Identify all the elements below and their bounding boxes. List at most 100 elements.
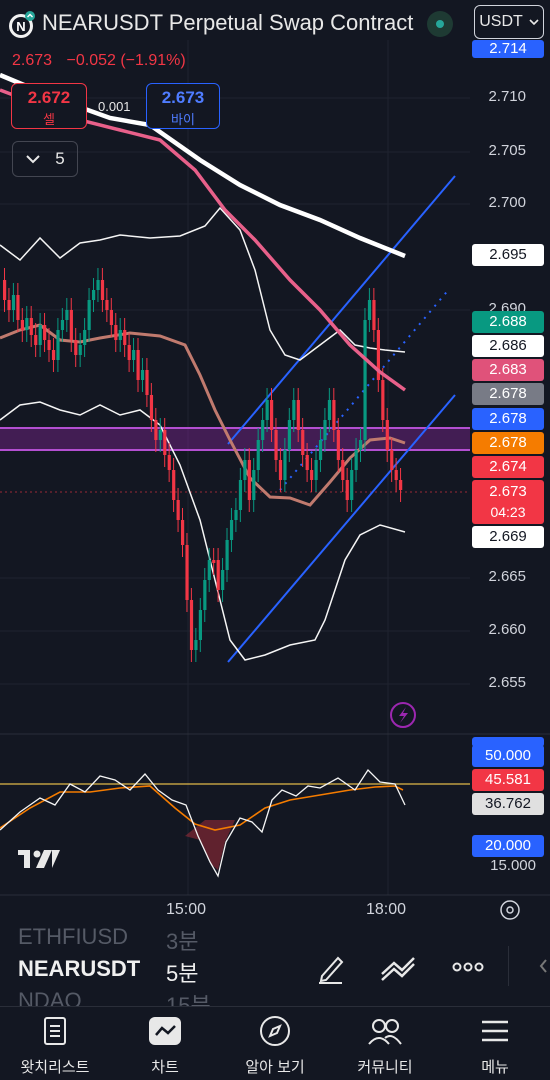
picker-interval: 15분 [166, 993, 211, 1006]
nav-chart[interactable]: 차트 [110, 1012, 220, 1077]
price-change-line: 2.673 −0.052 (−1.91%) [12, 52, 186, 70]
nav-explore[interactable]: 알아 보기 [220, 1012, 330, 1077]
price-chart[interactable] [0, 40, 550, 940]
candle-body [359, 440, 363, 450]
candle-body [11, 295, 16, 310]
candle-body [65, 310, 69, 320]
symbol-title[interactable]: NEARUSDT Perpetual Swap Contract [42, 10, 414, 35]
candle-body [109, 310, 113, 325]
candle-body [207, 560, 211, 580]
candle-body [203, 580, 207, 610]
candle-body [176, 500, 180, 520]
current-price: 2.673 [489, 483, 527, 500]
candle-body [163, 430, 167, 455]
price-tag: 2.674 [472, 456, 544, 478]
buy-label: 바이 [171, 112, 195, 127]
axis-tick: 2.700 [488, 194, 526, 211]
candle-body [394, 470, 398, 480]
candle-body [189, 600, 194, 650]
nav-label: 메뉴 [481, 1059, 509, 1076]
candle-body [341, 460, 345, 480]
candle-body [363, 320, 367, 440]
price-tag: 2.686 [472, 335, 544, 357]
candle-body [43, 325, 47, 340]
picker-interval: 5분 [166, 961, 199, 986]
candle-body [74, 340, 78, 355]
market-status-icon[interactable] [427, 11, 453, 37]
candle-body [105, 300, 109, 310]
currency-selector[interactable]: USDT [474, 5, 544, 39]
indicator-count: 5 [55, 149, 65, 168]
price-tag: 2.714 [472, 40, 544, 58]
candle-body [399, 480, 403, 490]
candle-body [87, 300, 91, 330]
indicators-toggle-button[interactable]: 5 [12, 141, 78, 177]
candle-body [296, 400, 300, 430]
candle-body [136, 350, 140, 380]
candle-body [114, 325, 118, 340]
candle-body [310, 470, 314, 480]
near-logo-icon: N [6, 10, 36, 40]
candle-body [385, 420, 389, 450]
candle-body [132, 350, 136, 360]
candle-body [274, 430, 278, 460]
chart-icon [110, 1012, 220, 1050]
candle-body [287, 420, 291, 450]
currency-label: USDT [479, 13, 523, 30]
candle-body [149, 395, 154, 420]
candle-body [314, 460, 318, 480]
candle-body [247, 460, 251, 500]
picker-row[interactable]: NDAQ 15분 [18, 988, 211, 1006]
buy-button[interactable]: 2.673 바이 [146, 83, 220, 129]
candle-body [243, 460, 247, 480]
candle-body [283, 450, 287, 480]
oscillator-tick: 15.000 [490, 857, 536, 874]
nav-community[interactable]: 커뮤니티 [330, 1012, 440, 1077]
chevron-down-icon [26, 155, 40, 164]
svg-text:N: N [16, 19, 25, 34]
trendline-tool-icon[interactable] [380, 954, 416, 982]
candle-body [20, 320, 24, 330]
candle-body [194, 640, 198, 650]
current-price-tag: 2.673 04:23 [472, 480, 544, 524]
candle-body [332, 400, 336, 430]
oscillator-tag: 50.000 [472, 745, 544, 767]
candle-body [323, 420, 327, 440]
nav-label: 알아 보기 [245, 1059, 305, 1076]
candle-body [56, 330, 60, 360]
candle-body [336, 430, 340, 460]
divider [0, 1006, 550, 1007]
oscillator-tag: 20.000 [472, 835, 544, 857]
candle-body [234, 510, 238, 520]
candle-body [34, 335, 38, 345]
more-options-icon[interactable] [452, 962, 484, 972]
picker-row-selected[interactable]: NEARUSDT 5분 [18, 956, 198, 986]
picker-row[interactable]: ETHFIUSD 3분 [18, 926, 198, 954]
candle-body [69, 310, 73, 340]
candle-body [83, 330, 87, 345]
picker-symbol: NDAQ [18, 988, 82, 1006]
candle-body [92, 290, 96, 300]
candle-body [60, 320, 65, 330]
oscillator-tag: 45.581 [472, 769, 544, 791]
axis-tick: 2.660 [488, 621, 526, 638]
chevron-left-icon[interactable] [538, 958, 548, 974]
sell-button[interactable]: 2.672 셀 [11, 83, 87, 129]
candle-body [158, 430, 162, 440]
candle-body [305, 455, 309, 470]
nav-label: 차트 [151, 1059, 179, 1076]
pencil-draw-icon[interactable] [316, 952, 346, 984]
symbol-picker[interactable]: ETHFIUSD 3분 NEARUSDT 5분 NDAQ 15분 [0, 926, 550, 1006]
axis-clip [472, 737, 544, 747]
nav-watchlist[interactable]: 왓치리스트 [0, 1012, 110, 1077]
last-price: 2.673 [12, 52, 53, 69]
hamburger-menu-icon [440, 1012, 550, 1050]
zone-band [0, 428, 470, 450]
axis-tick: 2.710 [488, 88, 526, 105]
candle-body [185, 545, 189, 600]
candle-body [154, 420, 158, 440]
candle-body [345, 480, 349, 500]
picker-interval: 3분 [166, 929, 199, 954]
candle-body [78, 345, 82, 355]
nav-menu[interactable]: 메뉴 [440, 1012, 550, 1077]
